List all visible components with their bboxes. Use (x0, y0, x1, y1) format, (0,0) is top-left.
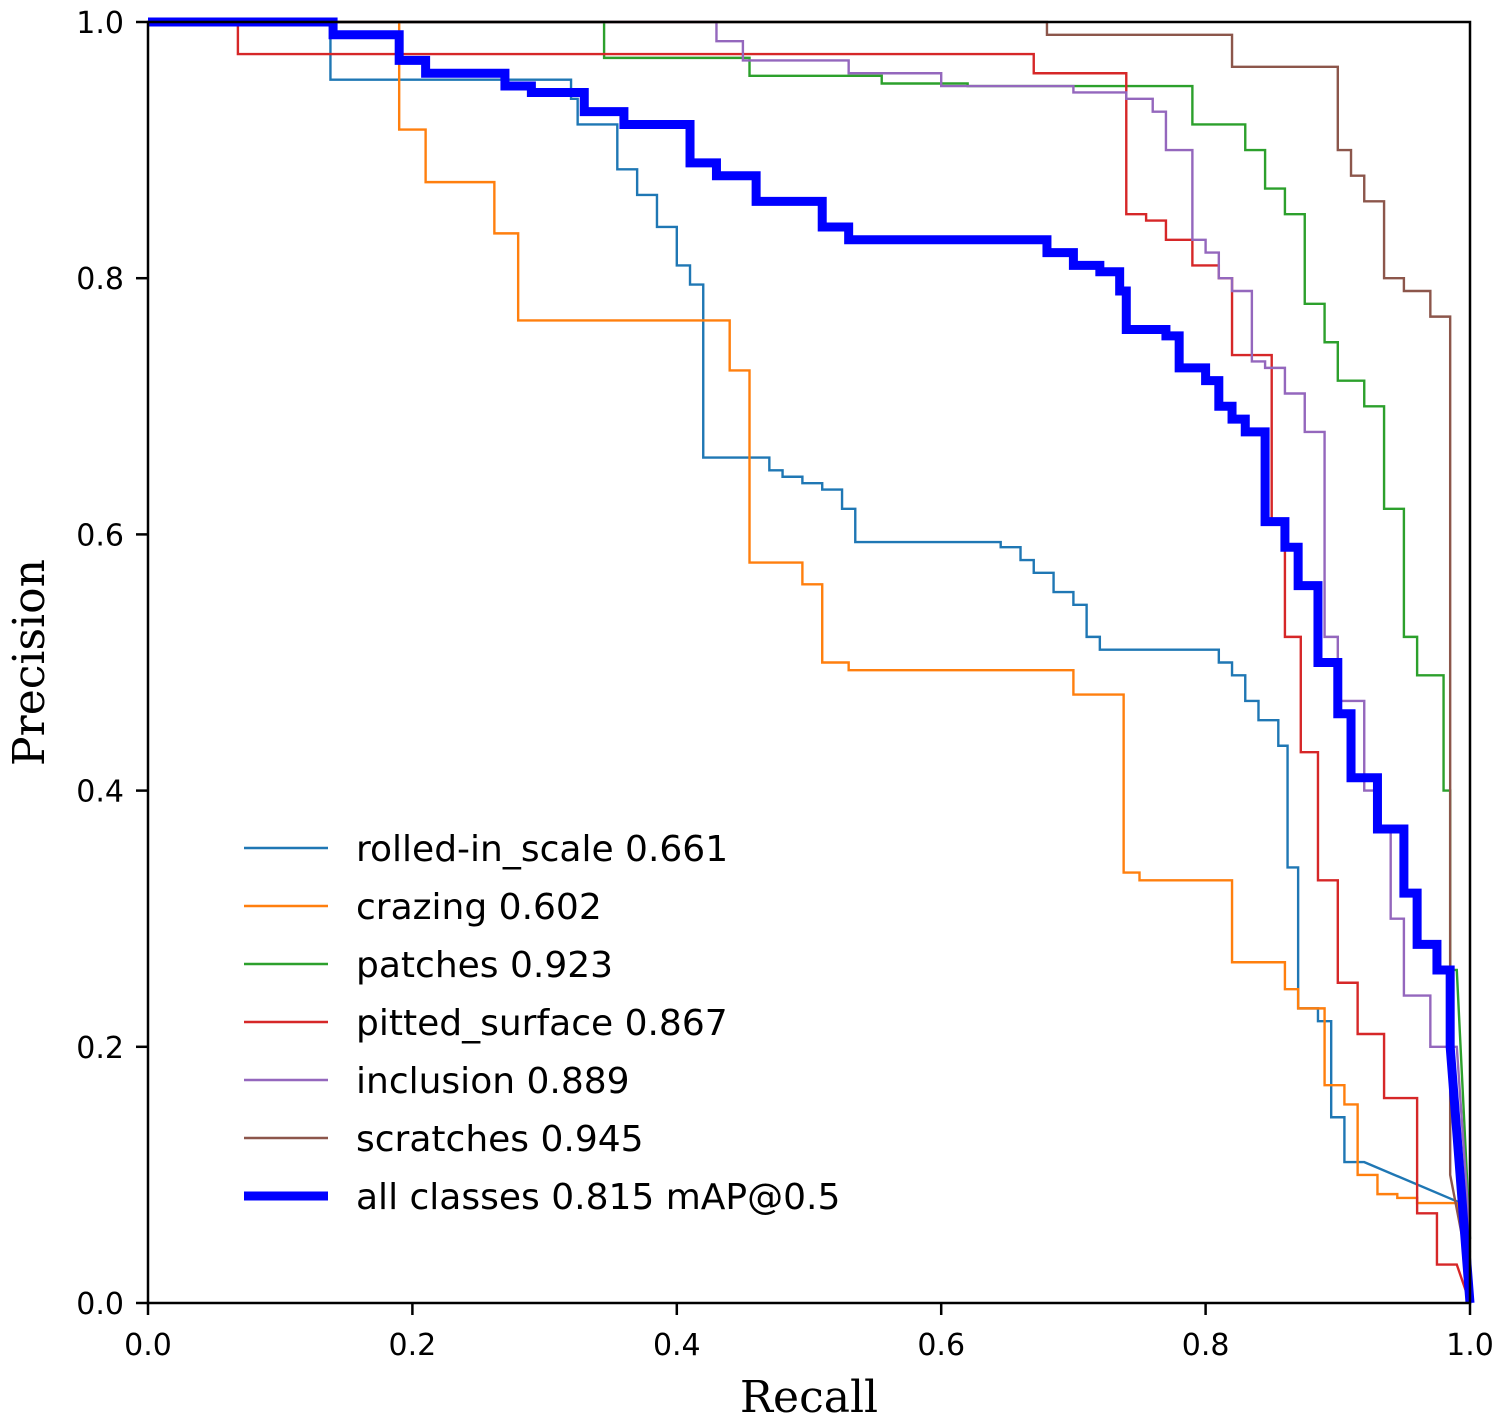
legend-label: all classes 0.815 mAP@0.5 (356, 1177, 840, 1218)
legend-label: crazing 0.602 (356, 887, 602, 928)
y-axis-title: Precision (4, 559, 55, 766)
series-line-1 (148, 20, 1472, 1253)
series-line-0 (148, 20, 1471, 1209)
x-tick-label: 0.0 (124, 1328, 172, 1363)
y-tick-label: 0.2 (76, 1031, 124, 1066)
x-axis-title: Recall (740, 1372, 878, 1423)
series-line-3 (148, 20, 1472, 1304)
x-tick-label: 0.4 (653, 1328, 701, 1363)
x-tick-label: 0.2 (389, 1328, 437, 1363)
series-line-2 (148, 20, 1472, 1240)
legend-label: rolled-in_scale 0.661 (356, 829, 728, 870)
legend-label: pitted_surface 0.867 (356, 1003, 728, 1044)
legend-label: patches 0.923 (356, 945, 613, 986)
y-tick-label: 0.4 (76, 775, 124, 810)
x-tick-label: 0.6 (917, 1328, 965, 1363)
x-tick-label: 0.8 (1182, 1328, 1230, 1363)
x-tick-label: 1.0 (1446, 1328, 1494, 1363)
plot-frame (146, 20, 1472, 1305)
legend-label: scratches 0.945 (356, 1119, 644, 1160)
series-line-5 (148, 20, 1472, 1278)
legend: rolled-in_scale 0.661 crazing 0.602 patche… (244, 829, 840, 1218)
y-tick-label: 1.0 (76, 6, 124, 41)
y-tick-label: 0.8 (76, 262, 124, 297)
series-layer (148, 17, 1475, 1304)
series-line-6 (148, 17, 1475, 1304)
y-tick-label: 0.0 (76, 1287, 124, 1322)
y-tick-label: 0.6 (76, 518, 124, 553)
ticks-layer: 0.0 0.2 0.4 0.6 0.8 1.0 0.0 0.2 0.4 0.6 0.8 1.0 (76, 6, 1494, 1363)
legend-label: inclusion 0.889 (356, 1061, 630, 1102)
